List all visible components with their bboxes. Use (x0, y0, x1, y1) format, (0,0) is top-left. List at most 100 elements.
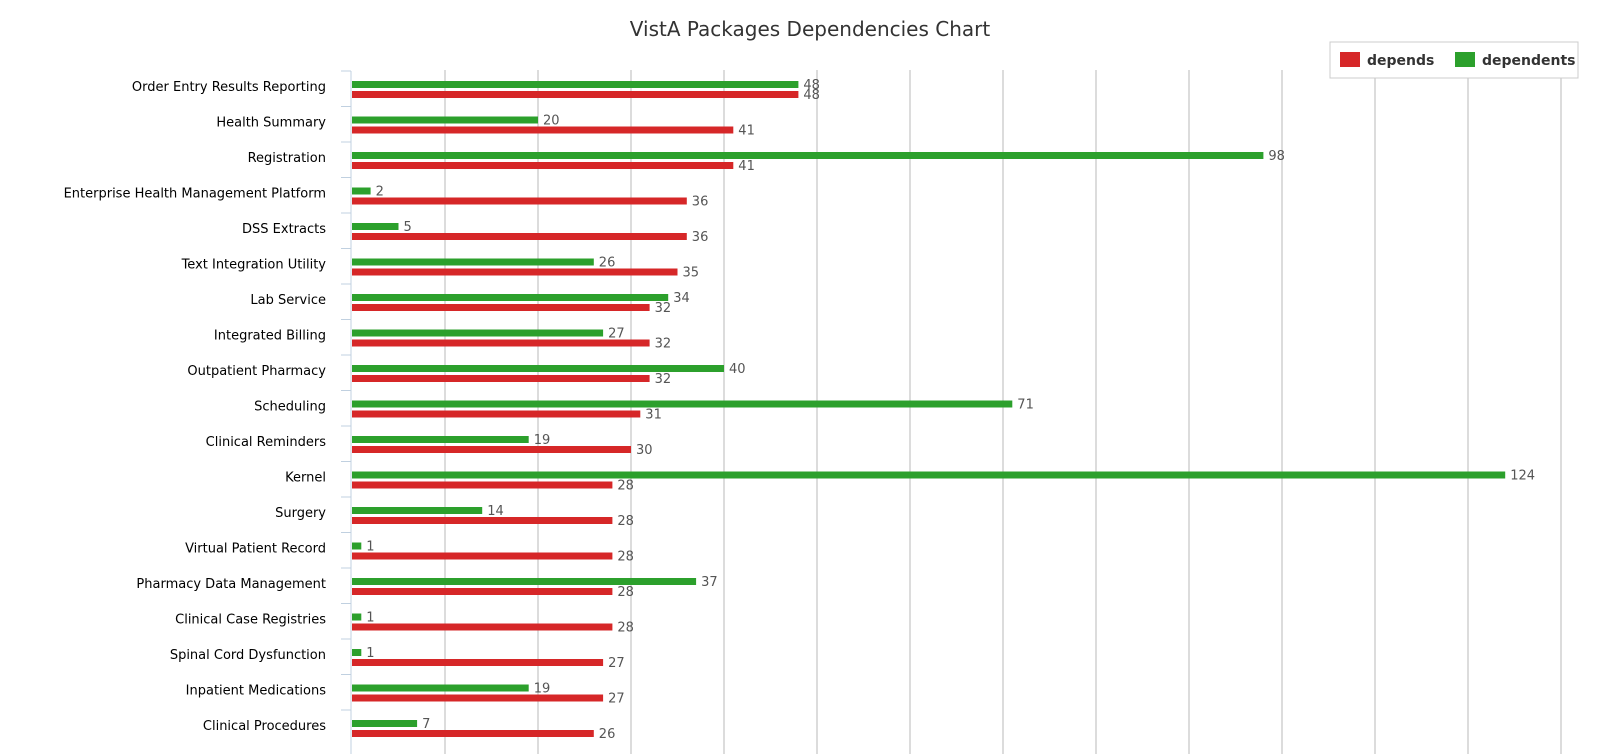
data-label: 1 (366, 611, 374, 626)
data-label: 98 (1268, 149, 1285, 164)
data-label: 1 (366, 646, 374, 661)
bar-dependents[interactable] (352, 613, 362, 621)
data-label: 31 (645, 408, 662, 423)
bar-depends[interactable] (352, 623, 613, 631)
bar-depends[interactable] (352, 694, 604, 702)
data-label: 71 (1017, 398, 1034, 413)
category-label: Surgery (275, 506, 326, 521)
data-label: 40 (729, 362, 746, 377)
category-label: Pharmacy Data Management (136, 577, 326, 592)
category-label: Scheduling (254, 400, 326, 415)
bar-depends[interactable] (352, 126, 734, 134)
category-label: Integrated Billing (214, 329, 326, 344)
data-label: 28 (617, 514, 634, 529)
data-label: 36 (692, 195, 709, 210)
data-label: 19 (534, 682, 551, 697)
bar-dependents[interactable] (352, 81, 799, 88)
bar-dependents[interactable] (352, 223, 399, 230)
bar-dependents[interactable] (352, 365, 724, 372)
category-label: Clinical Reminders (206, 435, 327, 450)
category-label: Clinical Procedures (203, 719, 326, 734)
bar-depends[interactable] (352, 162, 734, 169)
data-label: 34 (673, 291, 690, 306)
data-label: 20 (543, 114, 560, 129)
data-label: 32 (655, 301, 672, 316)
data-label: 7 (422, 717, 430, 732)
legend-swatch-depends (1340, 52, 1360, 67)
data-label: 35 (683, 266, 700, 281)
bar-depends[interactable] (352, 481, 613, 489)
bar-dependents[interactable] (352, 684, 529, 692)
bar-depends[interactable] (352, 304, 650, 311)
legend-label-depends[interactable]: depends (1367, 53, 1434, 69)
bar-depends[interactable] (352, 446, 631, 453)
bar-dependents[interactable] (352, 187, 371, 195)
bar-depends[interactable] (352, 233, 687, 240)
bar-dependents[interactable] (352, 436, 529, 443)
category-label: Inpatient Medications (186, 684, 327, 699)
bar-dependents[interactable] (352, 578, 697, 585)
bar-depends[interactable] (352, 339, 650, 347)
legend: depends dependents (1329, 41, 1579, 79)
data-label: 5 (404, 220, 412, 235)
category-label: Spinal Cord Dysfunction (170, 648, 326, 663)
category-label: Registration (248, 151, 326, 166)
data-label: 28 (617, 585, 634, 600)
data-label: 124 (1510, 469, 1535, 484)
data-label: 19 (534, 433, 551, 448)
category-label: DSS Extracts (242, 222, 326, 237)
data-label: 27 (608, 656, 625, 671)
data-label: 41 (738, 124, 755, 139)
bar-depends[interactable] (352, 659, 604, 666)
bar-dependents[interactable] (352, 152, 1264, 159)
bar-depends[interactable] (352, 268, 678, 276)
data-label: 41 (738, 159, 755, 174)
bar-depends[interactable] (352, 730, 594, 737)
data-label: 48 (803, 78, 820, 93)
data-label: 27 (608, 692, 625, 707)
bar-dependents[interactable] (352, 116, 538, 124)
category-label: Lab Service (250, 293, 326, 308)
bar-depends[interactable] (352, 552, 613, 560)
category-label: Clinical Case Registries (175, 613, 326, 628)
bar-dependents[interactable] (352, 649, 362, 656)
legend-swatch-dependents (1455, 52, 1475, 67)
data-label: 1 (366, 540, 374, 555)
category-label: Health Summary (216, 116, 326, 131)
bar-dependents[interactable] (352, 720, 418, 727)
data-label: 28 (617, 550, 634, 565)
data-label: 30 (636, 443, 653, 458)
category-label: Virtual Patient Record (185, 542, 326, 557)
bar-dependents[interactable] (352, 294, 669, 301)
category-label: Order Entry Results Reporting (132, 80, 326, 95)
category-label: Kernel (285, 471, 326, 486)
data-label: 26 (599, 256, 616, 271)
bar-dependents[interactable] (352, 507, 483, 514)
category-label: Enterprise Health Management Platform (64, 187, 326, 202)
bar-depends[interactable] (352, 197, 687, 205)
data-label: 2 (376, 185, 384, 200)
data-label: 36 (692, 230, 709, 245)
data-label: 26 (599, 727, 616, 742)
bar-depends[interactable] (352, 517, 613, 524)
bar-depends[interactable] (352, 91, 799, 98)
data-label: 28 (617, 479, 634, 494)
data-label: 37 (701, 575, 718, 590)
data-label: 48 (803, 88, 820, 103)
legend-label-dependents[interactable]: dependents (1482, 53, 1576, 69)
bar-dependents[interactable] (352, 258, 594, 266)
bar-depends[interactable] (352, 410, 641, 418)
data-label: 27 (608, 327, 625, 342)
bar-dependents[interactable] (352, 471, 1506, 479)
data-label: 32 (655, 337, 672, 352)
category-label: Outpatient Pharmacy (187, 364, 326, 379)
bar-depends[interactable] (352, 375, 650, 382)
category-label: Text Integration Utility (181, 258, 327, 273)
bar-dependents[interactable] (352, 329, 604, 337)
bar-dependents[interactable] (352, 400, 1013, 408)
data-label: 28 (617, 621, 634, 636)
bar-dependents[interactable] (352, 542, 362, 550)
data-label: 32 (655, 372, 672, 387)
bar-depends[interactable] (352, 588, 613, 595)
